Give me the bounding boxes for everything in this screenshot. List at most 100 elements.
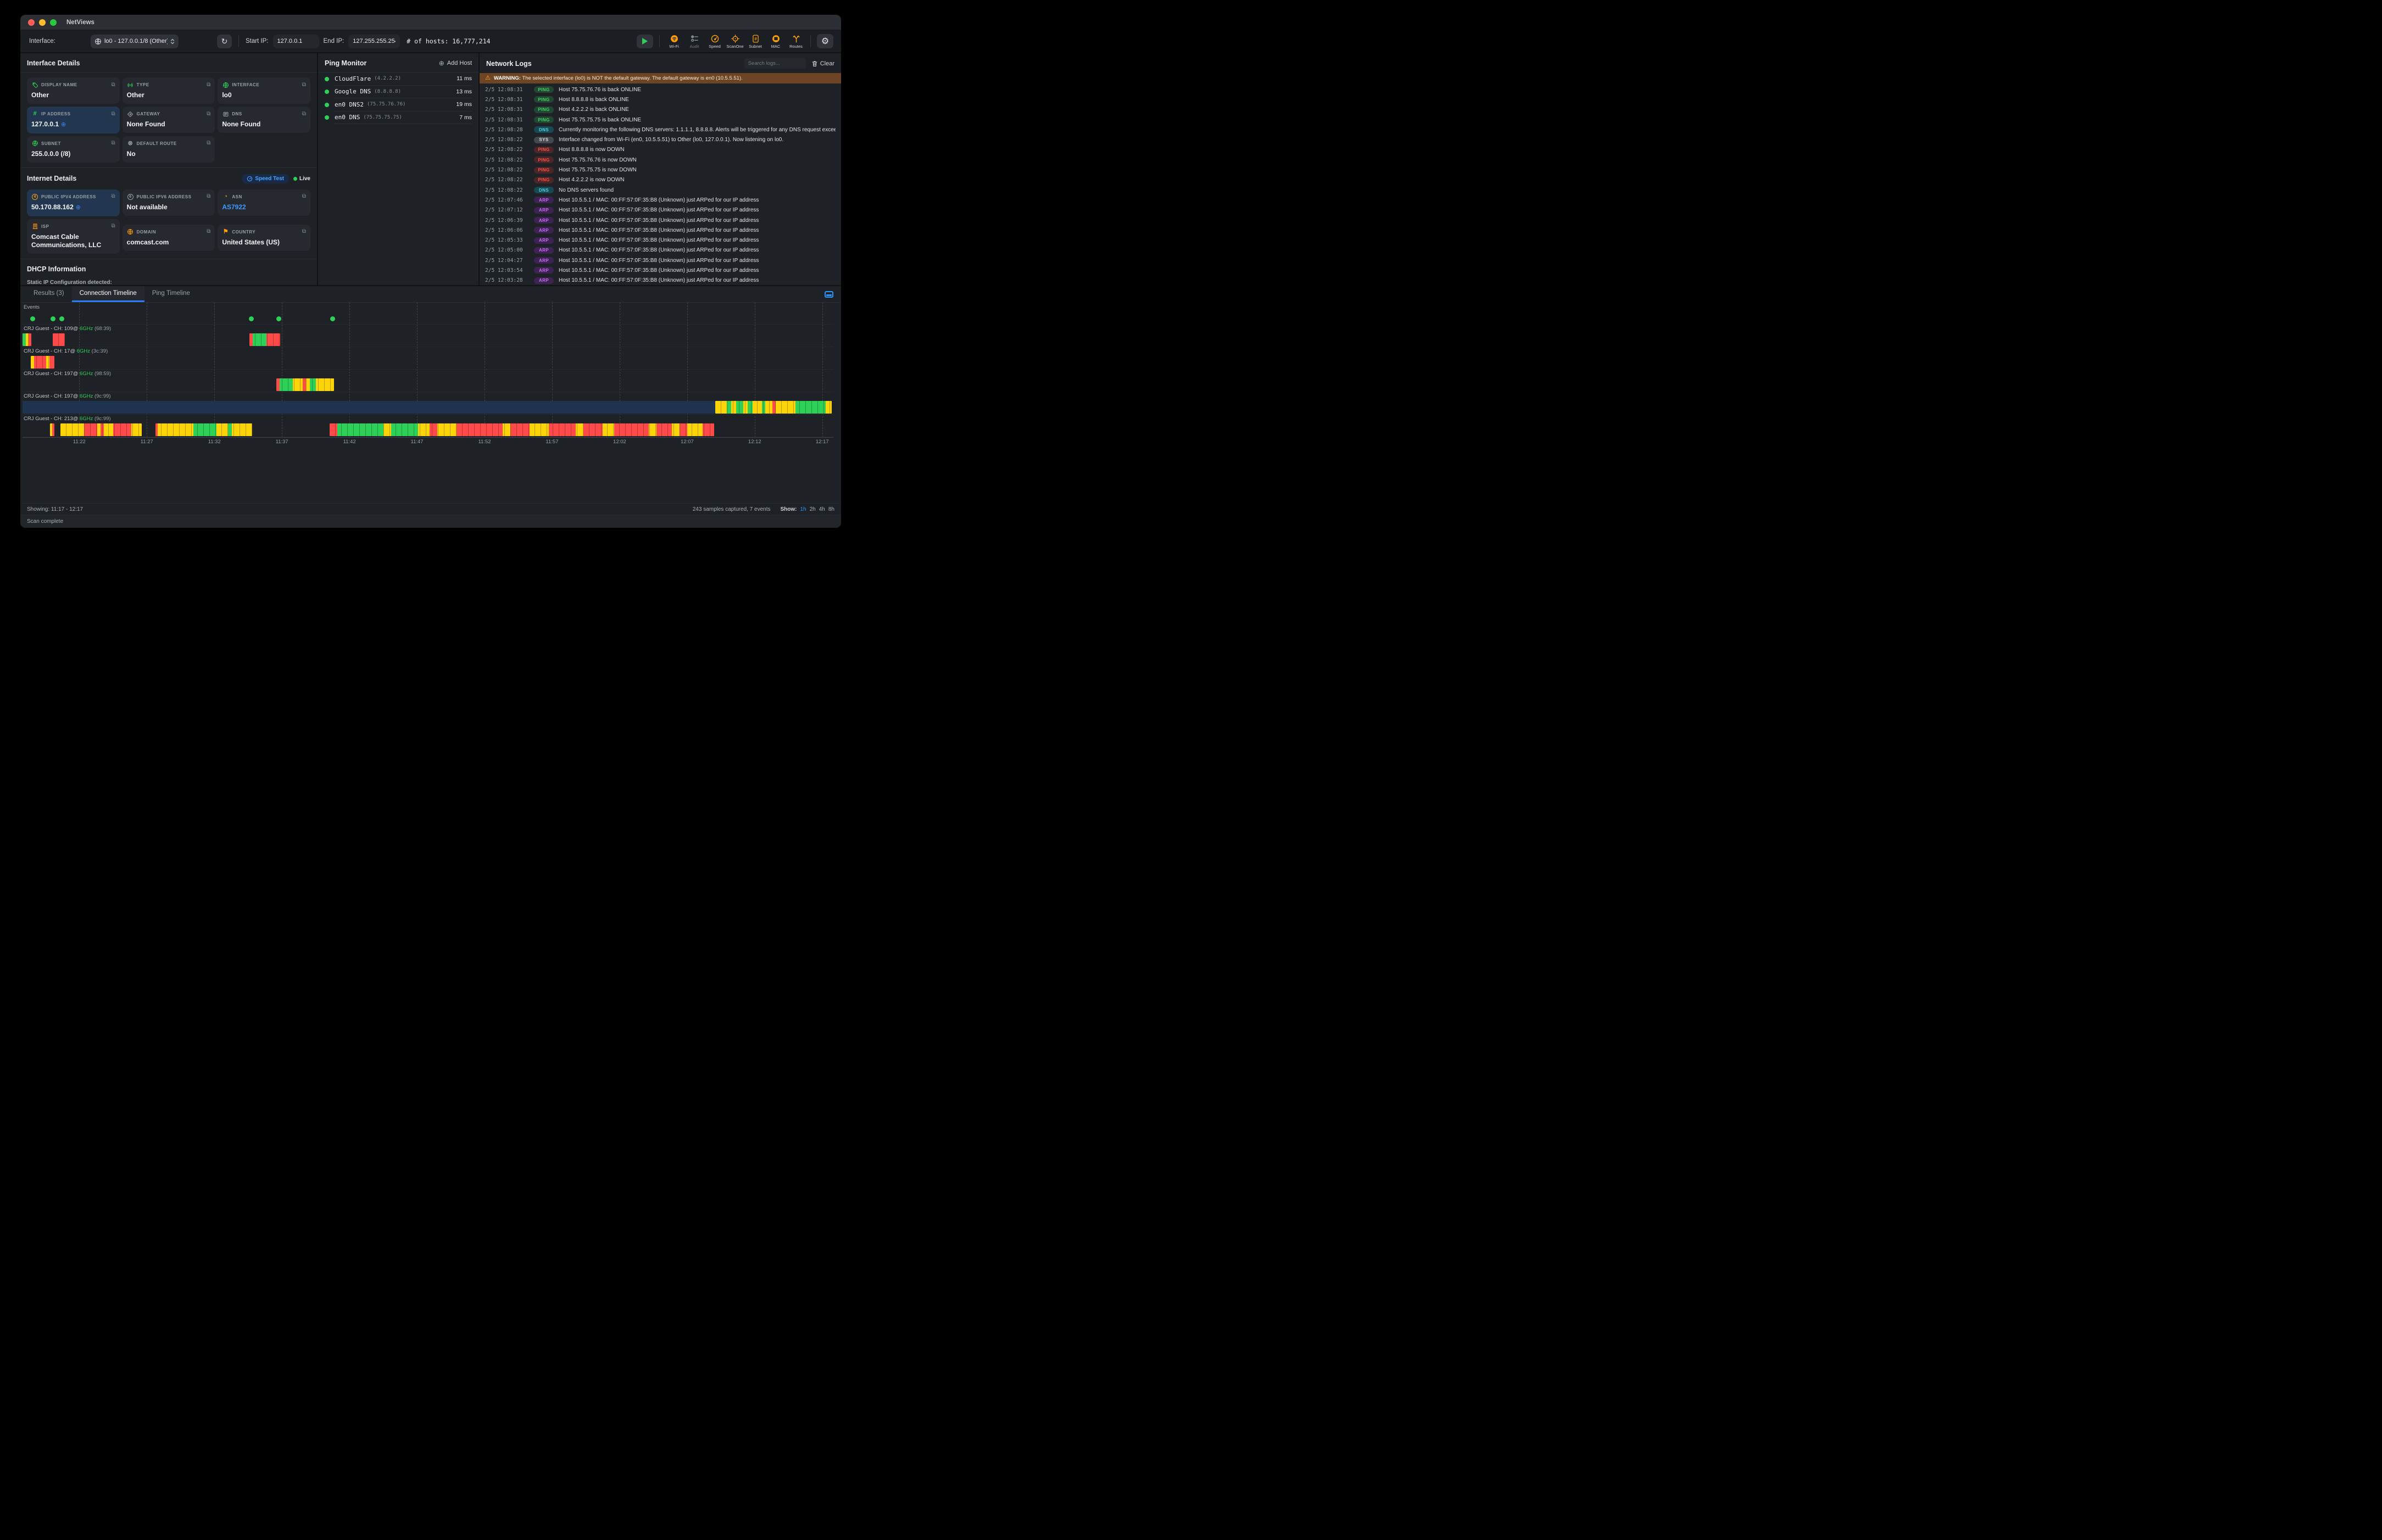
card-header: DOMAIN ⧉ xyxy=(127,228,211,236)
settings-button[interactable]: ⚙ xyxy=(817,34,833,48)
axis-tick-label: 11:42 xyxy=(343,439,356,445)
log-message: Host 75.75.76.76 is now DOWN xyxy=(559,157,637,163)
end-ip-input[interactable] xyxy=(348,34,400,48)
copy-icon[interactable]: ⧉ xyxy=(302,228,306,235)
event-dot-icon xyxy=(249,316,254,321)
minimize-button[interactable] xyxy=(39,19,46,26)
log-timestamp: 2/5 12:08:31 xyxy=(485,86,523,93)
routes-tool-button[interactable]: Routes xyxy=(788,34,804,49)
subnet-globe-icon xyxy=(31,140,38,147)
card-label: ASN xyxy=(232,194,242,199)
copy-icon[interactable]: ⧉ xyxy=(111,140,115,147)
copy-icon[interactable]: ⧉ xyxy=(302,193,306,200)
toolbar-divider xyxy=(659,35,660,47)
wi-fi-tool-button[interactable]: Wi-Fi xyxy=(666,34,682,49)
timeline-row-label: CRJ Guest - CH: 213@ 6GHz (9c:99) xyxy=(24,416,111,422)
copy-icon[interactable]: ⧉ xyxy=(207,140,211,147)
copy-icon[interactable]: ⧉ xyxy=(207,110,211,117)
dhcp-title: DHCP Information xyxy=(27,265,86,273)
log-badge: ARP xyxy=(534,237,554,244)
interface-card-default-route: ⊗ DEFAULT ROUTE ⧉ No xyxy=(122,136,215,163)
copy-icon[interactable]: ⧉ xyxy=(302,81,306,88)
status-text: Scan complete xyxy=(27,518,64,525)
log-row: 2/5 12:05:00 ARP Host 10.5.5.1 / MAC: 00:F… xyxy=(480,245,841,255)
plus-circle-icon[interactable]: ⊕ xyxy=(61,121,66,128)
start-ip-input[interactable] xyxy=(272,34,319,48)
bottom-panel-toggle-icon[interactable] xyxy=(825,291,833,298)
event-dot-icon xyxy=(330,316,335,321)
copy-icon[interactable]: ⧉ xyxy=(302,110,306,117)
time-axis: 11:22 11:27 11:32 11:37 11:42 11:47 11:52 11:57… xyxy=(23,437,833,445)
copy-icon[interactable]: ⧉ xyxy=(111,193,115,200)
events-row: Events xyxy=(23,303,833,325)
log-timestamp: 2/5 12:06:39 xyxy=(485,217,523,224)
mac-tool-button[interactable]: MAC xyxy=(767,34,784,49)
log-row: 2/5 12:08:22 PING Host 8.8.8.8 is now DOWN xyxy=(480,145,841,155)
axis-tick-label: 11:57 xyxy=(546,439,559,445)
signal-quality-segment xyxy=(30,356,54,369)
add-host-button[interactable]: ⊕ Add Host xyxy=(438,59,472,67)
tab-ping-timeline[interactable]: Ping Timeline xyxy=(152,290,190,297)
range-8h-button[interactable]: 8h xyxy=(828,506,834,512)
card-header: INTERFACE ⧉ xyxy=(222,81,306,88)
globe-icon xyxy=(222,81,229,88)
ping-host-name: Google DNS xyxy=(335,88,371,96)
range-4h-button[interactable]: 4h xyxy=(819,506,825,512)
refresh-button[interactable]: ↻ xyxy=(216,34,232,48)
event-dot-icon xyxy=(50,316,55,321)
log-timestamp: 2/5 12:07:12 xyxy=(485,207,523,214)
subnet-tool-button[interactable]: # Subnet xyxy=(747,34,764,49)
internet-card-isp: ISP ⧉ Comcast Cable Communications, LLC xyxy=(27,219,120,254)
range-1h-button[interactable]: 1h xyxy=(800,506,806,512)
log-timestamp: 2/5 12:04:27 xyxy=(485,257,523,264)
copy-icon[interactable]: ⧉ xyxy=(207,228,211,235)
audit-tool-button[interactable]: Audit xyxy=(686,34,703,49)
log-badge: PING xyxy=(534,86,554,93)
search-logs-input[interactable] xyxy=(744,58,806,69)
plus-circle-icon[interactable]: ⊕ xyxy=(75,204,81,211)
log-row: 2/5 12:05:33 ARP Host 10.5.5.1 / MAC: 00:F… xyxy=(480,235,841,245)
card-value[interactable]: AS7922 xyxy=(222,203,246,211)
timeline-row-label: CRJ Guest - CH: 197@ 6GHz (98:59) xyxy=(24,371,112,377)
signal-quality-segment xyxy=(330,423,714,436)
speed-tool-button[interactable]: Speed xyxy=(706,34,723,49)
log-row: 2/5 12:08:22 PING Host 4.2.2.2 is now DOWN xyxy=(480,175,841,185)
copy-icon[interactable]: ⧉ xyxy=(207,193,211,200)
copy-icon[interactable]: ⧉ xyxy=(207,81,211,88)
gridline xyxy=(552,303,553,437)
tool-button-label: Subnet xyxy=(749,43,762,49)
connection-timeline-chart: Events CRJ Guest - CH: 109@ 6GHz (68:39) C… xyxy=(20,303,841,445)
log-row: 2/5 12:08:22 PING Host 75.75.75.75 is now … xyxy=(480,165,841,175)
selection-band xyxy=(23,401,715,414)
log-message: Host 75.75.75.75 is now DOWN xyxy=(559,167,637,174)
interface-select[interactable]: lo0 - 127.0.0.1/8 (Other) xyxy=(90,34,179,48)
card-value: United States (US) xyxy=(222,238,280,246)
speed-gauge-icon xyxy=(247,176,253,181)
log-row: 2/5 12:07:12 ARP Host 10.5.5.1 / MAC: 00:F… xyxy=(480,205,841,215)
log-row: 2/5 12:04:27 ARP Host 10.5.5.1 / MAC: 00:F… xyxy=(480,255,841,265)
copy-icon[interactable]: ⧉ xyxy=(111,81,115,88)
axis-tick-label: 11:27 xyxy=(140,439,153,445)
tab-results-3-[interactable]: Results (3) xyxy=(34,290,64,297)
tab-connection-timeline[interactable]: Connection Timeline xyxy=(71,286,144,302)
card-value: comcast.com xyxy=(126,238,169,246)
log-badge: PING xyxy=(534,166,554,174)
copy-icon[interactable]: ⧉ xyxy=(111,110,115,117)
scanone-tool-button[interactable]: ScanOne xyxy=(726,34,744,49)
close-button[interactable] xyxy=(28,19,35,26)
tool-button-label: Speed xyxy=(709,43,721,49)
status-dot-icon xyxy=(325,76,329,81)
clear-logs-button[interactable]: Clear xyxy=(811,60,834,67)
zoom-button[interactable] xyxy=(50,19,57,26)
log-badge: ARP xyxy=(534,277,554,284)
card-label: ISP xyxy=(41,224,49,229)
log-message: Host 10.5.5.1 / MAC: 00:FF:57:0F:35:B8 (… xyxy=(559,207,759,214)
tool-button-label: Wi-Fi xyxy=(669,43,679,49)
copy-icon[interactable]: ⧉ xyxy=(111,223,115,229)
log-badge: PING xyxy=(534,176,554,183)
status-dot-icon xyxy=(325,90,329,94)
svg-text:#: # xyxy=(754,36,757,41)
speed-test-button[interactable]: Speed Test xyxy=(242,174,289,183)
range-2h-button[interactable]: 2h xyxy=(809,506,816,512)
scan-play-button[interactable] xyxy=(637,34,653,48)
